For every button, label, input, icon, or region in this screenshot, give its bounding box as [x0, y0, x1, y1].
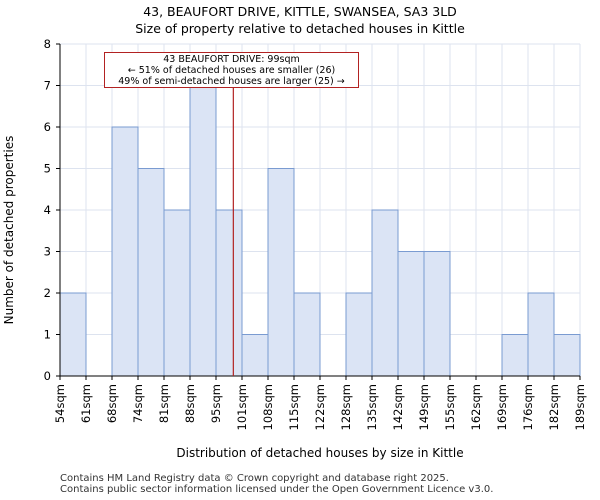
- x-tick-label: 108sqm: [261, 384, 275, 430]
- x-tick-label: 176sqm: [521, 384, 535, 430]
- histogram-bar: [189, 85, 217, 377]
- x-tick-label: 54sqm: [53, 384, 67, 423]
- y-tick-label: 4: [44, 203, 51, 217]
- histogram-bar: [59, 292, 87, 377]
- x-tick-label: 81sqm: [157, 384, 171, 423]
- x-tick-label: 115sqm: [287, 384, 301, 430]
- x-tick-label: 155sqm: [443, 384, 457, 430]
- x-tick-label: 128sqm: [339, 384, 353, 430]
- y-tick-label: 3: [44, 245, 51, 259]
- histogram-bar: [241, 334, 269, 377]
- histogram-bar: [163, 209, 191, 377]
- x-tick-label: 149sqm: [417, 384, 431, 430]
- x-tick-label: 74sqm: [131, 384, 145, 423]
- property-annotation-box: 43 BEAUFORT DRIVE: 99sqm ← 51% of detach…: [104, 52, 359, 88]
- chart-title: 43, BEAUFORT DRIVE, KITTLE, SWANSEA, SA3…: [143, 4, 457, 19]
- y-tick-label: 0: [44, 369, 51, 383]
- y-tick-label: 1: [44, 328, 51, 342]
- histogram-bar: [293, 292, 321, 377]
- annotation-title: 43 BEAUFORT DRIVE: 99sqm: [163, 54, 300, 65]
- x-axis-label: Distribution of detached houses by size …: [176, 446, 463, 460]
- x-tick-label: 142sqm: [391, 384, 405, 430]
- x-tick-label: 189sqm: [573, 384, 587, 430]
- histogram-bar: [137, 168, 165, 377]
- histogram-bar: [371, 209, 399, 377]
- y-tick-label: 7: [44, 79, 51, 93]
- x-tick-label: 182sqm: [547, 384, 561, 430]
- histogram-bar: [215, 209, 243, 377]
- histogram-bar: [553, 334, 581, 377]
- footer-licence: Contains public sector information licen…: [60, 484, 494, 495]
- annotation-larger: 49% of semi-detached houses are larger (…: [118, 76, 345, 87]
- x-tick-label: 122sqm: [313, 384, 327, 430]
- y-tick-label: 2: [44, 286, 51, 300]
- x-tick-label: 169sqm: [495, 384, 509, 430]
- x-tick-label: 101sqm: [235, 384, 249, 430]
- x-tick-label: 88sqm: [183, 384, 197, 423]
- histogram-bar: [397, 251, 425, 377]
- y-tick-label: 6: [44, 120, 51, 134]
- y-tick-label: 5: [44, 162, 51, 176]
- chart-subtitle: Size of property relative to detached ho…: [135, 21, 465, 36]
- y-tick-label: 8: [44, 37, 51, 51]
- histogram-bar: [423, 251, 451, 377]
- histogram-bar: [111, 126, 139, 377]
- histogram-bar: [527, 292, 555, 377]
- histogram-bar: [345, 292, 373, 377]
- histogram-bar: [267, 168, 295, 377]
- annotation-smaller: ← 51% of detached houses are smaller (26…: [127, 65, 336, 76]
- footer-copyright: Contains HM Land Registry data © Crown c…: [60, 473, 449, 484]
- x-tick-label: 162sqm: [469, 384, 483, 430]
- x-tick-label: 135sqm: [365, 384, 379, 430]
- x-tick-label: 68sqm: [105, 384, 119, 423]
- y-axis-label: Number of detached properties: [2, 136, 16, 325]
- x-tick-label: 61sqm: [79, 384, 93, 423]
- x-tick-label: 95sqm: [209, 384, 223, 423]
- histogram-bar: [501, 334, 529, 377]
